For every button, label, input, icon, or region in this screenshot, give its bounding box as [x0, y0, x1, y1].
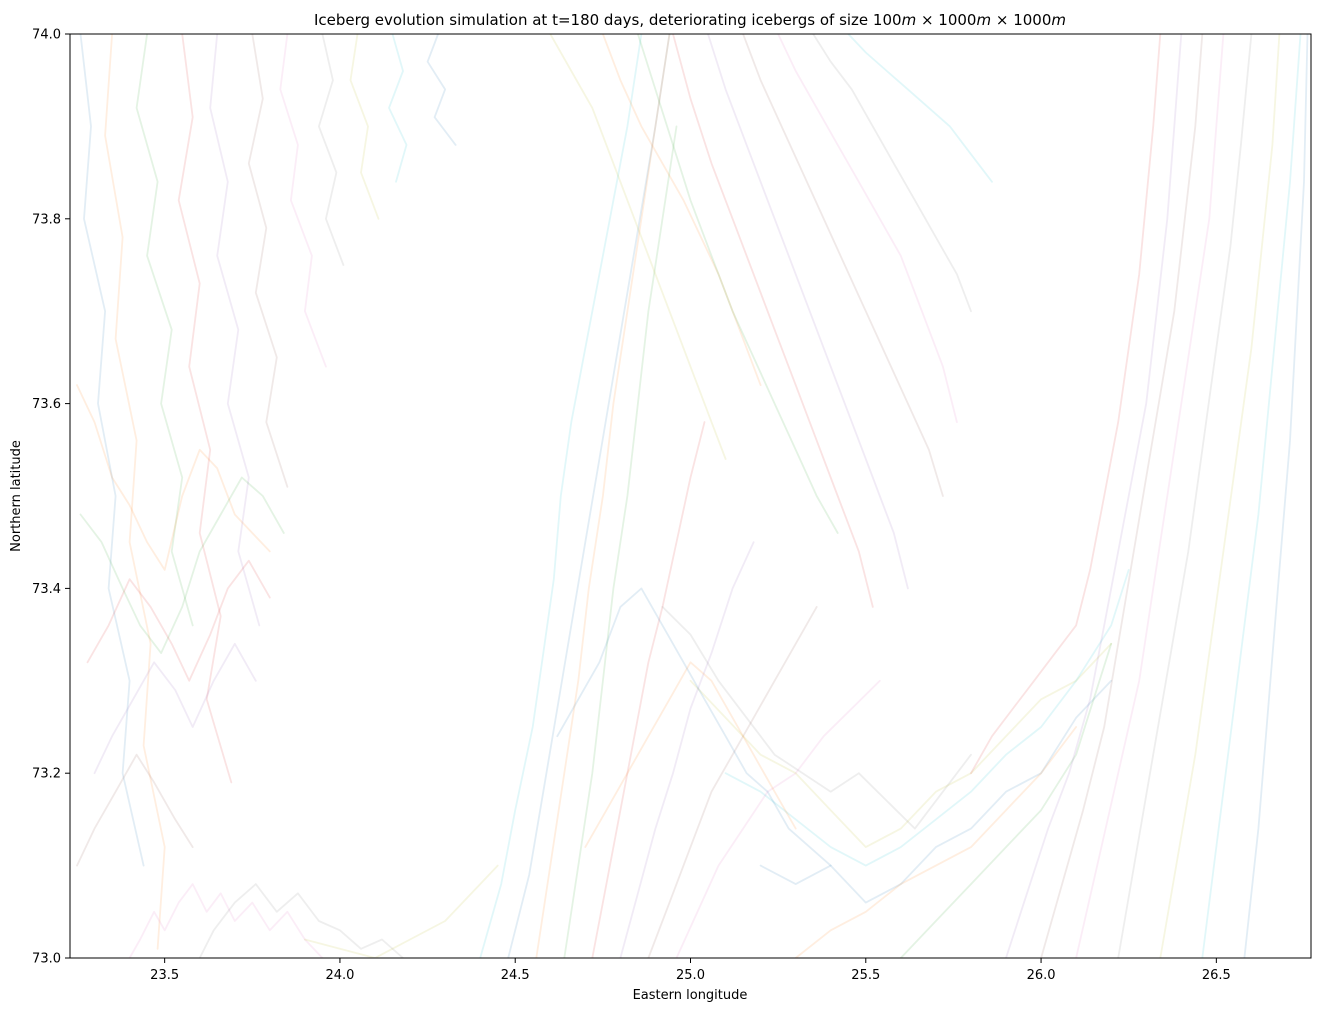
- trajectory-line-30: [759, 679, 1113, 904]
- trajectory-line-49: [847, 34, 993, 183]
- trajectory-line-51: [584, 661, 797, 848]
- trajectory-line-16: [128, 883, 324, 958]
- trajectory-line-21: [535, 34, 671, 958]
- trajectory-line-47: [812, 34, 972, 313]
- x-tick-label: 25.5: [851, 968, 880, 983]
- trajectory-line-35: [1040, 34, 1204, 958]
- y-tick-label: 73.0: [32, 952, 61, 967]
- trajectory-line-33: [970, 34, 1162, 775]
- x-tick-label: 25.0: [676, 968, 705, 983]
- trajectory-line-26: [675, 679, 881, 958]
- x-axis-ticks: 23.5 24.0 24.5 25.0 25.5 26.0 26.5: [150, 958, 1231, 983]
- title-math-part: 100: [873, 11, 902, 29]
- trajectory-line-32: [899, 642, 1113, 958]
- trajectory-line-10: [426, 34, 457, 146]
- trajectory-line-39: [1201, 34, 1302, 958]
- title-math-part: m: [976, 11, 991, 29]
- y-tick-label: 74.0: [32, 28, 61, 43]
- title-math-part: m: [902, 11, 917, 29]
- chart-title: Iceberg evolution simulation at t=180 da…: [314, 11, 1066, 29]
- trajectory-line-34: [1005, 34, 1183, 958]
- trajectory-line-25: [647, 606, 818, 958]
- x-tick-label: 23.5: [150, 968, 179, 983]
- chart-title-math: 100m × 1000m × 1000m: [873, 11, 1066, 29]
- trajectory-line-8: [349, 34, 380, 220]
- x-tick-label: 26.0: [1027, 968, 1056, 983]
- y-tick-label: 73.4: [32, 582, 61, 597]
- trajectory-line-13: [86, 559, 271, 682]
- trajectory-line-40: [1243, 34, 1309, 958]
- trajectory-line-19: [479, 34, 643, 958]
- trajectory-line-41: [602, 34, 762, 386]
- plot-background: [70, 34, 1311, 958]
- x-axis-label: Eastern longitude: [633, 988, 748, 1003]
- x-tick-label: 24.5: [501, 968, 530, 983]
- y-axis-ticks: 73.0 73.2 73.4 73.6 73.8 74.0: [32, 28, 70, 967]
- trajectory-line-15: [76, 753, 194, 867]
- trajectory-line-36: [1075, 34, 1225, 958]
- trajectory-line-6: [279, 34, 327, 368]
- y-tick-label: 73.2: [32, 767, 61, 782]
- trajectory-line-9: [388, 34, 408, 183]
- title-math-part: ×: [916, 11, 938, 29]
- trajectory-lines: [76, 34, 1309, 958]
- x-tick-label: 26.5: [1202, 968, 1231, 983]
- y-tick-label: 73.8: [32, 212, 61, 227]
- y-axis-label: Northern latitude: [9, 440, 24, 552]
- trajectory-line-46: [777, 34, 958, 423]
- trajectory-line-31: [794, 726, 1077, 958]
- trajectory-line-27: [661, 606, 972, 830]
- title-math-part: ×: [991, 11, 1013, 29]
- trajectory-line-11: [76, 384, 271, 571]
- title-math-part: 1000: [1013, 11, 1051, 29]
- trajectory-line-12: [79, 476, 285, 654]
- title-math-part: 1000: [938, 11, 976, 29]
- trajectory-line-18: [304, 864, 499, 958]
- trajectory-line-1: [104, 34, 166, 950]
- trajectory-line-5: [247, 34, 289, 488]
- y-tick-label: 73.6: [32, 397, 61, 412]
- trajectory-line-20: [507, 34, 671, 958]
- trajectory-line-45: [742, 34, 944, 497]
- trajectory-line-4: [209, 34, 261, 627]
- trajectory-line-48: [549, 34, 727, 460]
- trajectory-line-3: [177, 34, 233, 784]
- trajectory-line-43: [672, 34, 874, 608]
- trajectory-line-28: [689, 642, 1113, 848]
- trajectory-line-2: [135, 34, 194, 627]
- trajectory-line-14: [93, 642, 257, 775]
- trajectory-line-0: [79, 34, 145, 867]
- x-tick-label: 24.0: [325, 968, 354, 983]
- trajectory-line-38: [1159, 34, 1281, 958]
- trajectory-line-22: [563, 125, 678, 958]
- trajectory-line-50: [556, 587, 832, 867]
- trajectory-line-17: [198, 883, 404, 958]
- title-math-part: m: [1051, 11, 1066, 29]
- trajectory-line-29: [724, 569, 1130, 867]
- trajectory-line-42: [637, 34, 839, 534]
- trajectory-line-7: [318, 34, 345, 266]
- trajectory-line-37: [1117, 34, 1253, 958]
- trajectory-line-23: [591, 421, 706, 958]
- trajectory-line-44: [707, 34, 909, 590]
- trajectory-line-24: [619, 541, 755, 958]
